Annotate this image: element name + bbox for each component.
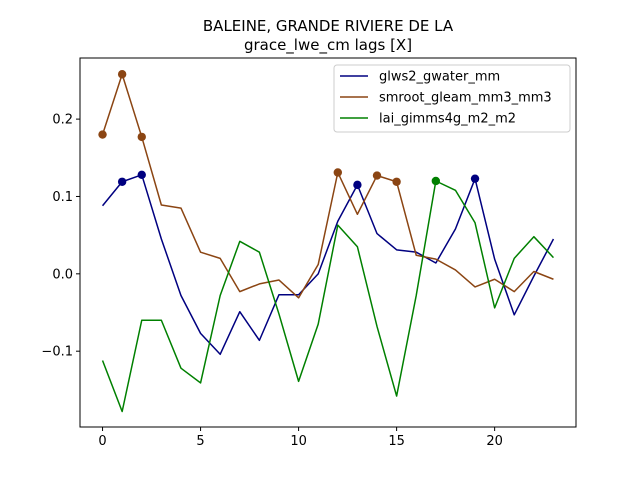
x-tick-label: 10 <box>290 434 307 449</box>
highlight-point <box>353 180 362 190</box>
legend-box <box>333 64 571 133</box>
y-tick-label: 0.1 <box>52 190 73 205</box>
y-tick-label: −0.1 <box>41 345 73 360</box>
highlight-point <box>137 170 146 180</box>
legend-label: lai_gimms4g_m2_m2 <box>379 112 516 127</box>
legend: glws2_gwater_mm smroot_gleam_mm3_mm3 lai_g… <box>333 64 571 133</box>
x-tick-label: 20 <box>486 434 503 449</box>
highlight-point <box>117 177 127 186</box>
highlight-point <box>392 177 401 186</box>
series-line-lai_gimms4g_m2_m2 <box>101 180 555 413</box>
chart-title-line-1: BALEINE, GRANDE RIVIERE DE LA <box>203 17 454 35</box>
x-tick-label: 5 <box>196 434 204 449</box>
highlight-point <box>333 168 343 177</box>
plot-frame <box>79 57 577 428</box>
legend-label: smroot_gleam_mm3_mm3 <box>379 91 552 106</box>
highlight-point <box>117 70 127 79</box>
x-axis: 0 5 10 15 20 <box>98 427 503 449</box>
y-tick-label: 0.0 <box>52 267 73 282</box>
highlight-point <box>470 174 480 183</box>
x-tick-label: 0 <box>98 434 106 449</box>
x-tick-label: 15 <box>388 434 405 449</box>
chart-title-line-2: grace_lwe_cm lags [X] <box>244 36 412 55</box>
highlight-point <box>431 176 441 186</box>
highlight-point <box>372 171 382 180</box>
series-layer <box>98 70 555 413</box>
highlight-point <box>98 130 107 139</box>
series-line-smroot_gleam_mm3_mm3 <box>101 73 554 299</box>
legend-label: glws2_gwater_mm <box>379 70 500 85</box>
highlight-point <box>137 132 146 142</box>
y-tick-label: 0.2 <box>52 113 73 128</box>
series-line-glws2_gwater_mm <box>101 174 555 356</box>
y-axis: −0.1 0.0 0.1 0.2 <box>41 113 80 360</box>
